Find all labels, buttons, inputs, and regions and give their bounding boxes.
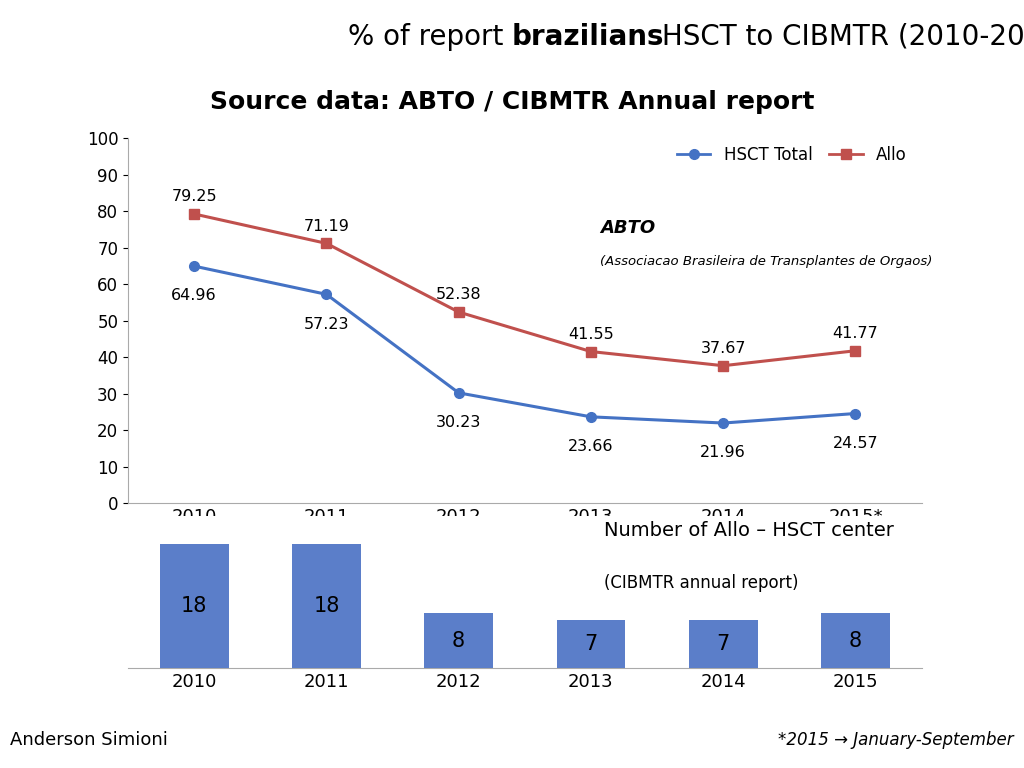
Bar: [821, 613, 890, 668]
Text: brazilians: brazilians: [512, 22, 665, 51]
Text: *2015 → January-September: *2015 → January-September: [778, 731, 1014, 749]
Text: 57.23: 57.23: [304, 316, 349, 332]
Bar: [160, 544, 228, 668]
Text: Anderson Simioni: Anderson Simioni: [10, 731, 168, 749]
Text: 23.66: 23.66: [568, 439, 613, 454]
Text: 37.67: 37.67: [700, 341, 745, 356]
Text: 8: 8: [849, 631, 862, 650]
Text: 18: 18: [181, 596, 207, 616]
Text: 18: 18: [313, 596, 340, 616]
Text: 79.25: 79.25: [171, 189, 217, 204]
Text: 41.55: 41.55: [568, 327, 613, 342]
Bar: [689, 620, 758, 668]
Bar: [424, 613, 494, 668]
Text: 41.77: 41.77: [833, 326, 879, 341]
Text: 64.96: 64.96: [171, 288, 217, 303]
Text: 8: 8: [453, 631, 465, 650]
Text: 7: 7: [717, 634, 730, 654]
Text: % of report: % of report: [348, 22, 512, 51]
Bar: [292, 544, 360, 668]
Text: 24.57: 24.57: [833, 435, 879, 451]
Text: 52.38: 52.38: [436, 287, 481, 303]
Text: (Associacao Brasileira de Transplantes de Orgaos): (Associacao Brasileira de Transplantes d…: [600, 255, 933, 268]
Bar: [557, 620, 626, 668]
Text: 21.96: 21.96: [700, 445, 746, 460]
Text: HSCT to CIBMTR (2010-2015): HSCT to CIBMTR (2010-2015): [653, 22, 1024, 51]
Text: Source data: ABTO / CIBMTR Annual report: Source data: ABTO / CIBMTR Annual report: [210, 90, 814, 114]
Text: Number of Allo – HSCT center: Number of Allo – HSCT center: [604, 521, 894, 540]
Text: ABTO: ABTO: [600, 219, 655, 237]
Legend: HSCT Total, Allo: HSCT Total, Allo: [671, 139, 913, 170]
Text: 30.23: 30.23: [436, 415, 481, 430]
Text: 71.19: 71.19: [303, 219, 349, 233]
Text: 7: 7: [585, 634, 598, 654]
Text: (CIBMTR annual report): (CIBMTR annual report): [604, 574, 799, 592]
